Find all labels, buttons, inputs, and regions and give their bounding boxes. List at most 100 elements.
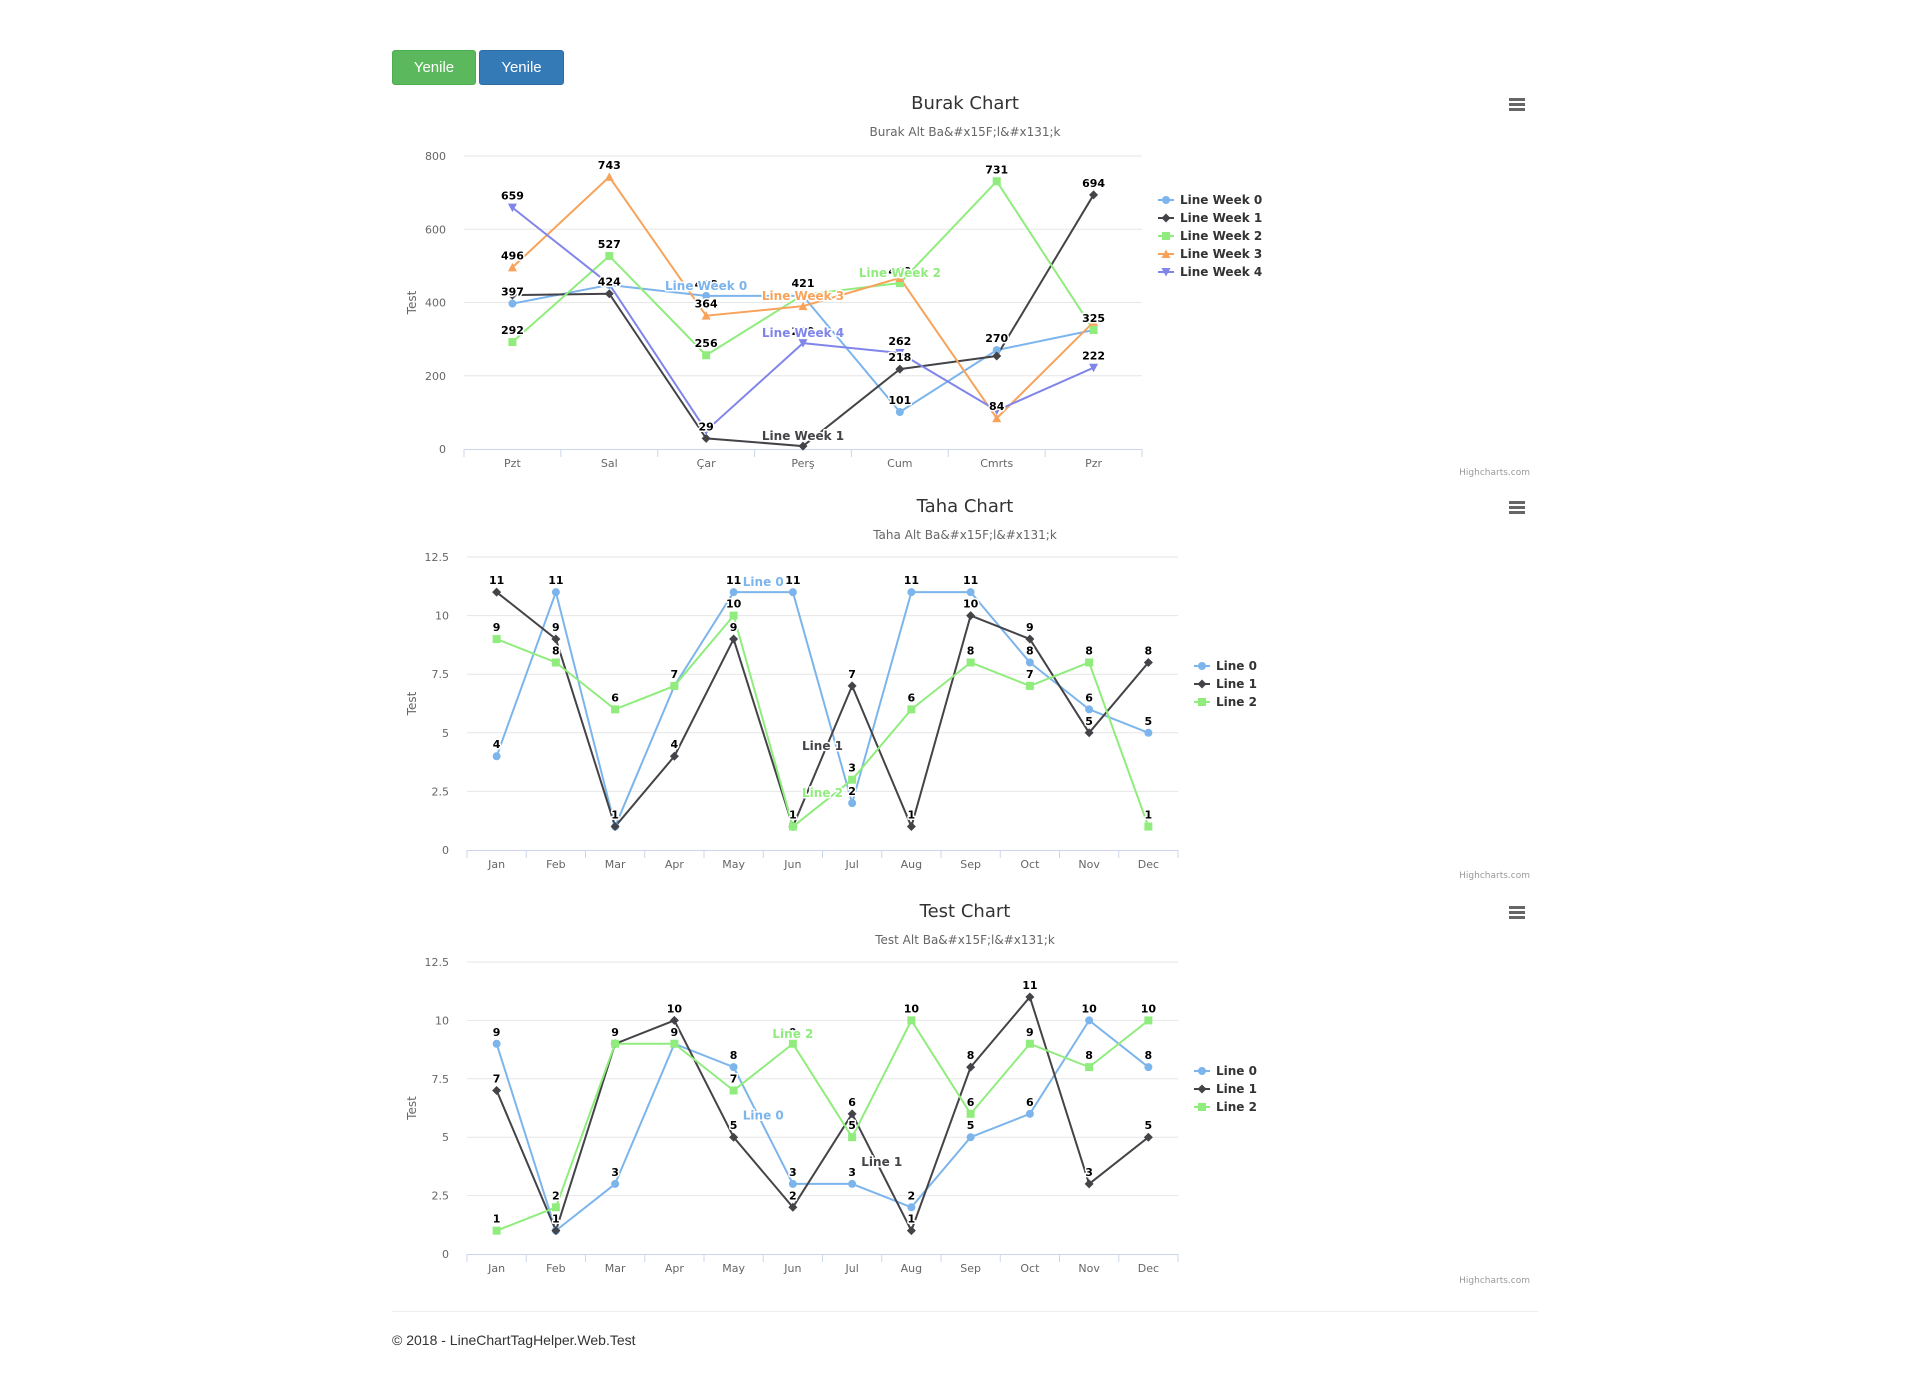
chart-menu-button[interactable] [1505,902,1529,924]
y-axis-title: Test [405,1096,419,1121]
data-label: 8 [1145,1049,1153,1062]
x-tick-label: Jun [783,858,801,871]
data-label: 9 [493,621,501,634]
footer-copyright: © 2018 - LineChartTagHelper.Web.Test [392,1332,636,1348]
data-point [906,1226,916,1236]
data-point [848,1179,857,1188]
data-label: 2 [848,785,856,798]
chart-svg: Test Chart Test Alt Ba&#x15F;l&#x131;k 0 2.… [405,901,1530,1286]
data-label: 4 [671,738,679,751]
chart-title: Burak Chart [911,93,1019,114]
data-label: 6 [908,691,916,704]
legend-label: Line 2 [1216,1100,1257,1114]
legend-label: Line Week 1 [1180,211,1262,225]
data-point [906,822,916,832]
data-point [895,408,904,417]
chart-svg: Burak Chart Burak Alt Ba&#x15F;l&#x131;k 0… [405,93,1530,478]
data-point [788,588,797,597]
highcharts-credit[interactable]: Highcharts.com [1459,1276,1530,1286]
series-markers [492,587,1153,832]
chart-menu-button[interactable] [1505,497,1529,519]
data-point [507,262,517,272]
refresh-02-button[interactable]: Yenile 02 [479,50,564,109]
legend-item[interactable]: Line Week 3 [1158,247,1262,261]
legend-item[interactable]: Line 2 [1194,1100,1257,1114]
burak-chart: Burak Chart Burak Alt Ba&#x15F;l&#x131;k 0… [392,85,1538,488]
series-markers [507,203,1099,436]
legend-item[interactable]: Line Week 1 [1158,211,1262,225]
data-label: 8 [1145,644,1153,657]
data-label: 8 [799,428,807,441]
data-point [788,1039,797,1048]
data-point [1084,1179,1094,1189]
menu-icon-bar [1509,506,1525,509]
data-point [992,351,1002,361]
series-line[interactable] [495,1019,1149,1232]
data-label: 2 [908,1189,916,1202]
x-tick-label: Mar [605,858,626,871]
y-axis-title: Test [405,290,419,315]
data-label: 9 [730,621,738,634]
data-point [798,441,808,451]
data-label: 9 [1026,1026,1034,1039]
series-line[interactable] [495,996,1149,1232]
refresh-01-button[interactable]: Yenile 01 [392,50,476,109]
highcharts-credit[interactable]: Highcharts.com [1459,871,1530,881]
series-name-label: Line Week 3 [762,289,844,303]
chart-menu-button[interactable] [1505,94,1529,116]
legend-item[interactable]: Line 1 [1194,1082,1257,1096]
legend-marker-symbol [1198,1103,1206,1111]
data-point [611,1039,620,1048]
series-line[interactable] [496,591,1150,828]
data-point [551,658,560,667]
legend-item[interactable]: Line Week 2 [1158,229,1262,243]
data-point [670,681,679,690]
data-label: 10 [904,1002,920,1015]
x-tick-label: Dec [1138,1262,1159,1275]
data-label: 731 [985,163,1008,176]
data-point [729,1063,738,1072]
data-point [992,346,1001,355]
data-label: 10 [726,598,742,611]
data-point [1084,728,1094,738]
x-tick-label: Jan [487,858,505,871]
data-point [1085,658,1094,667]
legend-item[interactable]: Line Week 0 [1158,193,1262,207]
legend-item[interactable]: Line 1 [1194,677,1257,691]
data-label: 84 [989,400,1005,413]
legend-item[interactable]: Line Week 4 [1158,265,1262,279]
legend-item[interactable]: Line 0 [1194,1064,1257,1078]
series-name-label: Line 1 [802,739,843,753]
series-line[interactable] [496,1019,1149,1232]
data-label: 8 [730,1049,738,1062]
data-point [848,1133,857,1142]
legend-item[interactable]: Line 0 [1194,659,1257,673]
series-name-label: Line 2 [772,1027,813,1041]
menu-icon-bar [1509,916,1525,919]
data-point [551,1226,561,1236]
x-tick-label: Apr [665,858,685,871]
legend-marker-symbol [1197,679,1207,689]
y-tick-label: 10 [435,1014,449,1027]
y-tick-label: 7.5 [432,1073,450,1086]
data-label: 3 [1085,1166,1093,1179]
data-label: 5 [848,1119,856,1132]
series-line[interactable] [496,614,1150,828]
data-point [729,1086,738,1095]
data-label: 9 [552,621,560,634]
legend-marker-symbol [1198,1067,1206,1075]
series-line[interactable] [495,591,1149,828]
data-label: 6 [967,1096,975,1109]
legend-item[interactable]: Line 2 [1194,695,1257,709]
data-label: 10 [667,1002,683,1015]
data-label: 7 [848,668,856,681]
data-label: 8 [967,1049,975,1062]
data-label: 218 [888,351,911,364]
legend-label: Line 1 [1216,1082,1257,1096]
highcharts-credit[interactable]: Highcharts.com [1459,468,1530,478]
data-point [895,279,904,288]
legend-label: Line Week 2 [1180,229,1262,243]
legend-label: Line 0 [1216,1064,1257,1078]
data-label: 29 [698,420,713,433]
data-point [788,822,797,831]
